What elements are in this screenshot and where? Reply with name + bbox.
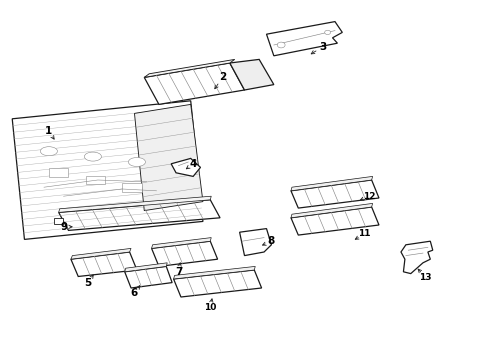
Polygon shape: [151, 238, 211, 248]
Text: 10: 10: [203, 303, 216, 312]
Text: 7: 7: [174, 267, 182, 277]
Text: 11: 11: [357, 230, 370, 238]
Text: 13: 13: [418, 273, 431, 282]
Polygon shape: [144, 59, 234, 77]
Polygon shape: [290, 176, 372, 191]
Text: 2: 2: [219, 72, 225, 82]
Polygon shape: [124, 263, 167, 272]
Circle shape: [277, 42, 285, 48]
FancyBboxPatch shape: [49, 168, 68, 177]
Text: 9: 9: [60, 222, 67, 232]
Polygon shape: [144, 63, 244, 104]
Polygon shape: [71, 248, 131, 259]
Ellipse shape: [40, 147, 58, 156]
Ellipse shape: [84, 152, 102, 161]
Polygon shape: [59, 200, 220, 230]
Polygon shape: [290, 207, 378, 235]
Polygon shape: [171, 158, 200, 176]
Polygon shape: [71, 252, 137, 276]
Polygon shape: [266, 22, 342, 56]
Polygon shape: [229, 59, 273, 90]
FancyBboxPatch shape: [85, 175, 105, 184]
Text: 5: 5: [84, 278, 91, 288]
Circle shape: [324, 30, 330, 35]
Text: 8: 8: [267, 236, 274, 246]
Text: 4: 4: [189, 159, 197, 169]
Text: 3: 3: [319, 42, 325, 52]
Text: 12: 12: [362, 192, 375, 201]
Polygon shape: [134, 104, 203, 211]
Text: 6: 6: [131, 288, 138, 298]
Polygon shape: [173, 266, 255, 279]
Bar: [54, 218, 62, 224]
Polygon shape: [151, 241, 217, 266]
FancyBboxPatch shape: [122, 183, 142, 192]
Ellipse shape: [128, 157, 145, 166]
Polygon shape: [124, 266, 172, 288]
Polygon shape: [400, 241, 432, 274]
Text: 1: 1: [45, 126, 52, 136]
Polygon shape: [239, 229, 271, 256]
Polygon shape: [59, 196, 211, 212]
Polygon shape: [12, 101, 203, 239]
Polygon shape: [290, 203, 372, 218]
Polygon shape: [290, 180, 378, 208]
Polygon shape: [173, 270, 261, 297]
